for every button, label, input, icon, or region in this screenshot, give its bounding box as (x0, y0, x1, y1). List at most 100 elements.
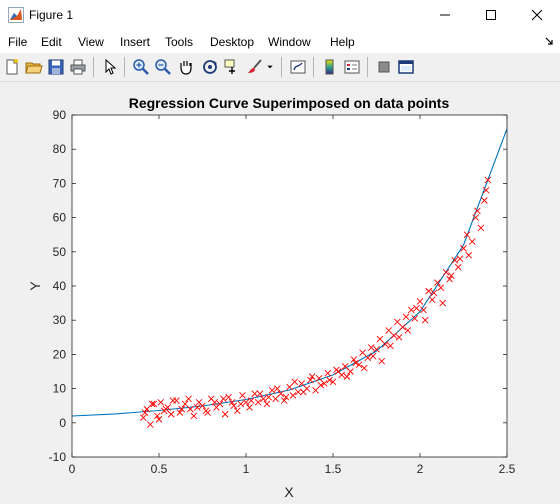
brush-icon (248, 59, 262, 73)
data-point (312, 386, 319, 394)
y-tick-label: 20 (53, 347, 67, 361)
legend-button[interactable] (341, 56, 363, 78)
data-point (474, 207, 481, 215)
colorbar-button[interactable] (319, 56, 341, 78)
menu-help[interactable]: Help (330, 35, 355, 49)
toolbar (0, 53, 560, 82)
menu-view[interactable]: View (78, 35, 104, 49)
data-point (277, 390, 285, 398)
zoom-out-icon (155, 59, 171, 75)
x-tick-label: 1 (243, 462, 250, 476)
data-point (155, 416, 163, 423)
data-point (263, 400, 271, 408)
data-point (421, 316, 429, 324)
data-point (150, 400, 158, 408)
zoom-in-button[interactable] (130, 56, 152, 78)
data-point (280, 397, 288, 404)
data-point (352, 359, 359, 367)
pointer-icon (105, 58, 117, 75)
data-point (148, 400, 156, 408)
save-button[interactable] (45, 56, 67, 78)
data-point (481, 197, 488, 204)
menu-desktop[interactable]: Desktop (210, 35, 255, 49)
data-point (463, 231, 471, 239)
minimize-button[interactable] (422, 0, 468, 30)
data-point (334, 368, 342, 375)
data-point (477, 224, 485, 232)
data-point (437, 284, 445, 292)
y-axis-label: Y (27, 281, 43, 291)
data-point (381, 340, 389, 348)
data-point (143, 405, 151, 413)
menu-bar: File Edit View Insert Tools Desktop Wind… (0, 30, 560, 53)
data-cursor-button[interactable] (221, 56, 243, 78)
data-point (228, 398, 236, 406)
data-point (439, 299, 446, 307)
link-plot-button[interactable] (287, 56, 309, 78)
menu-window[interactable]: Window (268, 35, 311, 49)
data-point (272, 395, 279, 403)
close-icon (531, 9, 543, 21)
pan-hand-icon (180, 61, 192, 75)
data-point (176, 409, 184, 416)
data-point (202, 407, 210, 415)
x-tick-label: 0 (69, 462, 76, 476)
hide-plot-tools-icon (378, 61, 390, 73)
pan-button[interactable] (175, 56, 197, 78)
show-plot-tools-button[interactable] (395, 56, 417, 78)
data-point (308, 373, 316, 380)
data-point (482, 186, 490, 194)
brush-dropdown[interactable] (264, 56, 276, 78)
minimize-icon (440, 14, 450, 16)
data-point (247, 397, 255, 404)
new-figure-button[interactable] (1, 56, 23, 78)
data-point (220, 395, 227, 403)
data-point (190, 412, 198, 420)
brush-button[interactable] (244, 56, 266, 78)
menu-file[interactable]: File (8, 35, 28, 49)
data-point (484, 176, 492, 184)
data-point (254, 398, 262, 406)
data-point (472, 214, 479, 221)
data-point (395, 333, 403, 341)
y-tick-label: 10 (53, 382, 67, 396)
zoom-out-button[interactable] (152, 56, 174, 78)
close-button[interactable] (514, 0, 560, 30)
data-point (465, 251, 473, 259)
x-tick-label: 1.5 (325, 462, 342, 476)
print-button[interactable] (67, 56, 89, 78)
x-tick-label: 2.5 (499, 462, 516, 476)
data-point (350, 356, 358, 363)
data-point (260, 395, 267, 403)
hide-plot-tools-button[interactable] (373, 56, 395, 78)
data-point (460, 245, 467, 252)
plot-area (72, 115, 507, 457)
menu-insert[interactable]: Insert (120, 35, 151, 49)
data-point (146, 421, 154, 428)
y-tick-label: 40 (53, 279, 67, 293)
menu-edit[interactable]: Edit (41, 35, 62, 49)
data-point (378, 357, 386, 365)
data-point (237, 400, 245, 408)
pointer-button[interactable] (99, 56, 121, 78)
open-file-button[interactable] (23, 56, 45, 78)
maximize-button[interactable] (468, 0, 514, 30)
data-point (153, 412, 161, 420)
data-point (289, 392, 297, 399)
data-point (399, 323, 406, 331)
rotate-3d-icon (203, 60, 217, 74)
dock-arrow-icon[interactable] (544, 36, 554, 46)
data-point (230, 402, 238, 410)
legend-icon (344, 60, 360, 74)
data-point (185, 395, 192, 403)
data-point (355, 361, 363, 368)
data-point (221, 410, 229, 418)
toolbar-separator (93, 57, 94, 77)
menu-tools[interactable]: Tools (165, 35, 194, 49)
data-point (361, 364, 368, 372)
rotate-3d-button[interactable] (199, 56, 221, 78)
data-point (413, 304, 420, 312)
figure-canvas: 0 0.5 1 1.5 2 2.5 -10 0 10 20 30 40 50 60 70 80 90 Regre… (0, 82, 560, 504)
data-point (416, 298, 424, 305)
colorbar-icon (325, 59, 334, 75)
